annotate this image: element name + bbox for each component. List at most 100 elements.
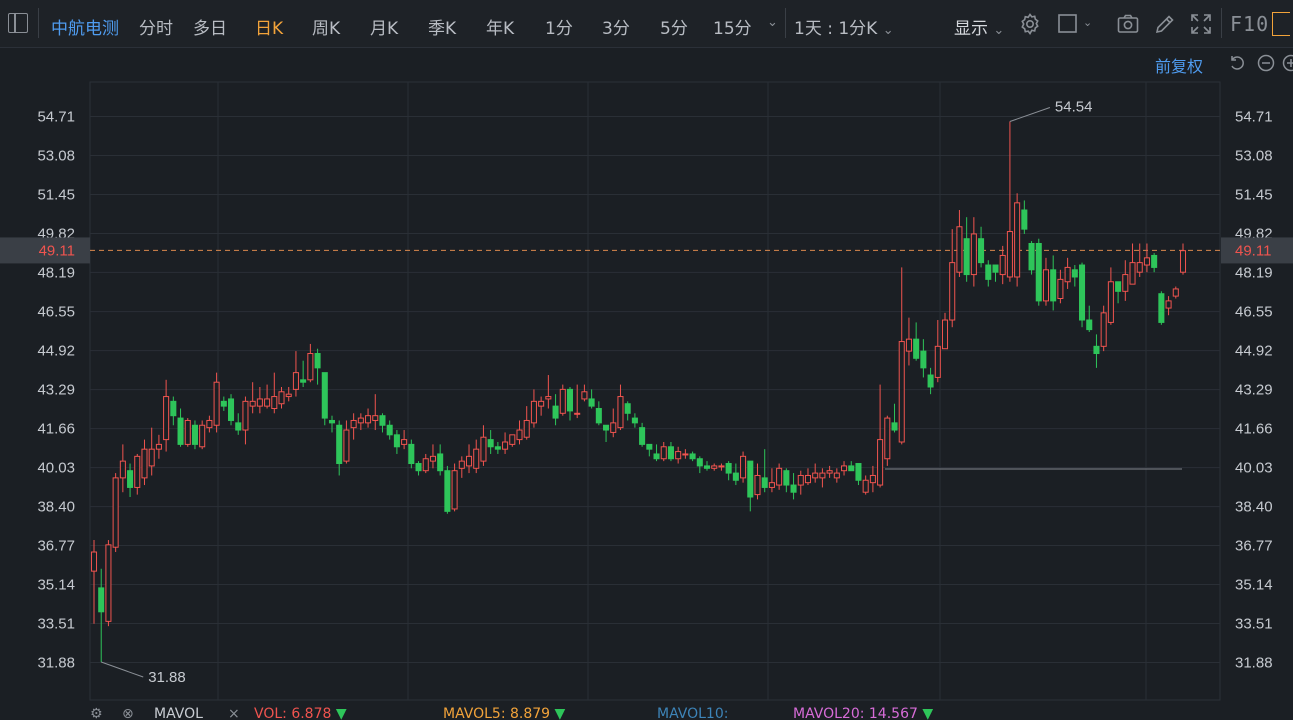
candle-up [141, 448, 148, 479]
candle-up [480, 436, 487, 462]
candle-up [610, 422, 617, 433]
candle-down [1050, 269, 1057, 302]
high-annotation-leader [1009, 107, 1051, 122]
pen-draw-icon[interactable] [1153, 12, 1177, 36]
undo-icon[interactable] [1228, 54, 1246, 72]
price-adjust-button[interactable]: 前复权 [1155, 57, 1204, 76]
candle-down [783, 470, 790, 486]
candle-down [653, 453, 660, 460]
camera-icon[interactable] [1116, 12, 1140, 36]
candle-down [170, 400, 177, 417]
current-price-label-left: 49.11 [39, 242, 75, 259]
zoom-out-icon[interactable] [1257, 54, 1275, 72]
tab-分时[interactable]: 分时 [139, 19, 173, 39]
candle-down [235, 422, 242, 431]
candle-up [155, 443, 162, 450]
candle-down [703, 465, 711, 469]
candle-up [242, 400, 249, 431]
candle-up [90, 551, 98, 572]
candle-up [877, 439, 884, 486]
candle-up [264, 398, 271, 407]
tab-多日[interactable]: 多日 [193, 19, 227, 39]
vol-value: VOL: 6.878 ▼ [254, 706, 347, 720]
candle-up [429, 455, 436, 462]
candle-up [581, 391, 588, 400]
candle-up [833, 472, 840, 479]
candle-up [617, 396, 624, 429]
settings-gear-icon[interactable] [1018, 12, 1042, 36]
tab-5分[interactable]: 5分 [660, 19, 688, 39]
tab-15分[interactable]: 15分 [713, 19, 752, 39]
f10-button[interactable]: F10 [1230, 12, 1270, 36]
candle-down [444, 470, 451, 512]
mavol5-value: MAVOL5: 8.879 ▼ [443, 706, 566, 720]
indicator-close-icon[interactable]: ⊗ [122, 706, 134, 720]
toolbar-divider [1221, 8, 1222, 38]
candle-down [494, 446, 501, 450]
candle-up [458, 460, 465, 469]
y-tick-label-right: 43.29 [1235, 382, 1273, 399]
side-panel-toggle[interactable] [1272, 12, 1290, 36]
candle-down [379, 415, 386, 426]
display-menu[interactable]: 显示 ⌄ [954, 19, 1005, 39]
candle-down [220, 400, 227, 407]
candle-up [682, 453, 689, 456]
volume-indicator-bar: ⚙ ⊗ MAVOL × VOL: 6.878 ▼ MAVOL5: 8.879 ▼… [90, 704, 1220, 720]
candle-down [992, 264, 999, 273]
candle-up [1143, 257, 1150, 266]
candle-down [328, 419, 336, 424]
candle-up [473, 448, 480, 469]
y-tick-label-left: 41.66 [37, 421, 75, 438]
square-select-icon[interactable] [1056, 12, 1080, 36]
current-price-label-right: 49.11 [1235, 242, 1271, 259]
mavol-close-icon[interactable]: × [228, 706, 240, 720]
y-tick-label-right: 44.92 [1235, 343, 1273, 360]
indicator-settings-icon[interactable]: ⚙ [90, 706, 103, 720]
candle-up [119, 460, 126, 479]
tab-1分[interactable]: 1分 [545, 19, 573, 39]
candle-up [574, 412, 581, 415]
candle-up [112, 477, 119, 548]
candle-down [920, 350, 927, 369]
square-dropdown-chevron-icon[interactable]: ⌄ [1083, 16, 1093, 29]
tab-日K[interactable]: 日K [255, 19, 284, 39]
candle-up [804, 474, 812, 484]
candle-up [754, 474, 761, 496]
zoom-in-icon[interactable] [1282, 54, 1293, 72]
candle-up [559, 388, 566, 414]
candle-up [826, 470, 833, 474]
tab-季K[interactable]: 季K [428, 19, 457, 39]
candle-up [768, 482, 775, 488]
candle-down [913, 338, 920, 359]
candle-up [199, 424, 206, 448]
tab-3分[interactable]: 3分 [602, 19, 630, 39]
candle-down [639, 427, 646, 445]
y-tick-label-right: 51.45 [1235, 186, 1273, 203]
mavol-label[interactable]: MAVOL [154, 706, 203, 720]
candle-up [1014, 202, 1021, 278]
expand-fullscreen-icon[interactable] [1189, 12, 1213, 36]
period-selector[interactable]: 1天 : 1分K ⌄ [794, 19, 894, 39]
candle-down [177, 417, 184, 445]
candle-up [271, 396, 278, 410]
tab-月K[interactable]: 月K [370, 19, 399, 39]
candle-down [1151, 254, 1158, 268]
candle-up [285, 393, 292, 398]
candle-up [357, 417, 364, 424]
stock-name-label[interactable]: 中航电测 [51, 19, 119, 39]
candle-down [408, 443, 415, 465]
mavol20-value: MAVOL20: 14.567 ▼ [793, 706, 934, 720]
y-tick-label-left: 46.55 [37, 304, 75, 321]
candle-down [725, 463, 732, 474]
candle-down [1093, 345, 1100, 355]
candle-down [646, 443, 653, 450]
candle-down [624, 403, 631, 414]
more-periods-chevron-icon[interactable]: ⌄ [767, 15, 778, 30]
tab-周K[interactable]: 周K [312, 19, 341, 39]
candle-up [516, 429, 523, 441]
sidebar-toggle-icon[interactable] [8, 13, 28, 33]
candle-up [869, 474, 876, 484]
candle-down [1158, 293, 1165, 323]
tab-年K[interactable]: 年K [486, 19, 515, 39]
y-tick-label-right: 38.40 [1235, 499, 1273, 516]
